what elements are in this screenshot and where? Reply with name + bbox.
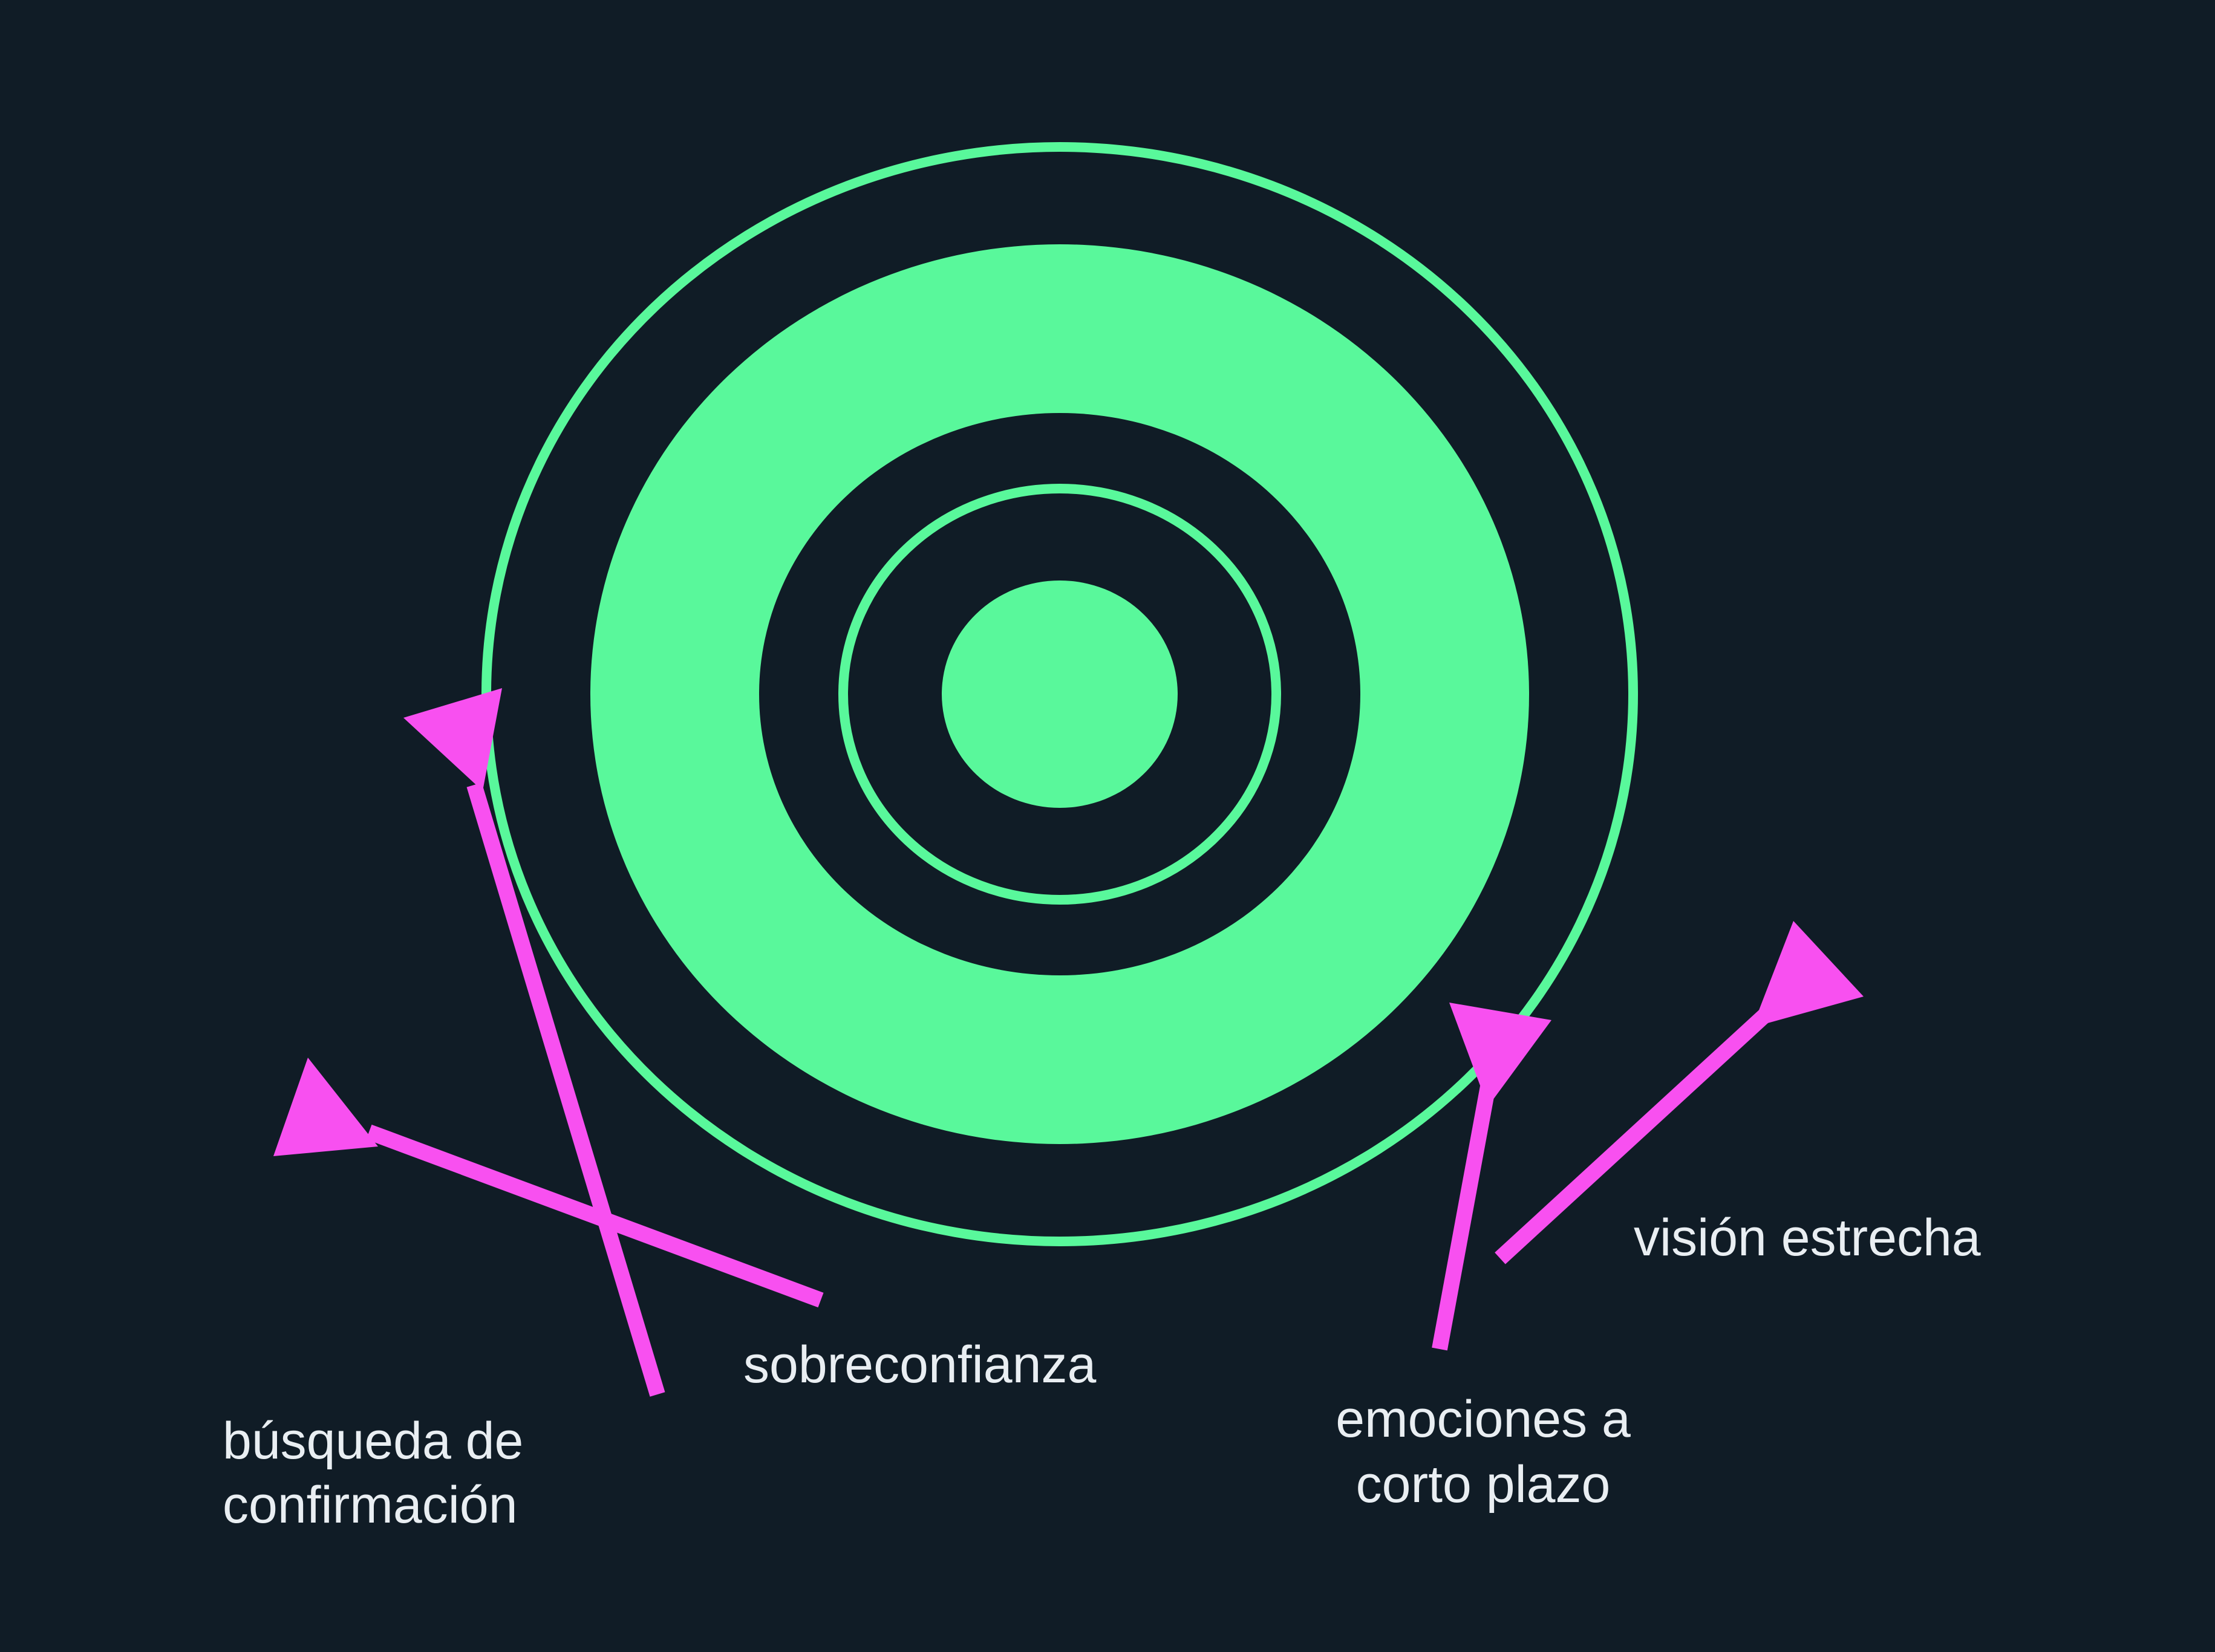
arrow-confirmation-bias — [403, 688, 665, 1397]
arrow-shaft — [1432, 1085, 1496, 1351]
label-confirmation-line2: confirmación — [223, 1476, 518, 1534]
bullseye — [942, 580, 1178, 808]
target — [481, 142, 1638, 1246]
arrowhead-icon — [273, 1058, 378, 1156]
arrowhead-icon — [1752, 921, 1864, 1027]
label-confirmation-line1: búsqueda de — [223, 1412, 523, 1470]
arrowhead-icon — [1449, 1003, 1551, 1107]
arrow-short-term-emotions — [1432, 1003, 1551, 1351]
arrow-shaft — [466, 782, 665, 1397]
arrowhead-icon — [403, 688, 502, 791]
label-overconfidence: sobreconfianza — [743, 1336, 1096, 1394]
label-narrow-vision: visión estrecha — [1634, 1209, 1981, 1267]
label-short-term-line2: corto plazo — [1356, 1455, 1611, 1514]
inner-ring — [838, 484, 1281, 905]
arrow-shaft — [1495, 994, 1787, 1264]
arrow-narrow-vision — [1495, 921, 1864, 1264]
label-short-term-line1: emociones a — [1336, 1390, 1631, 1448]
arrow-overconfidence — [273, 1058, 824, 1308]
arrow-shaft — [366, 1124, 824, 1308]
